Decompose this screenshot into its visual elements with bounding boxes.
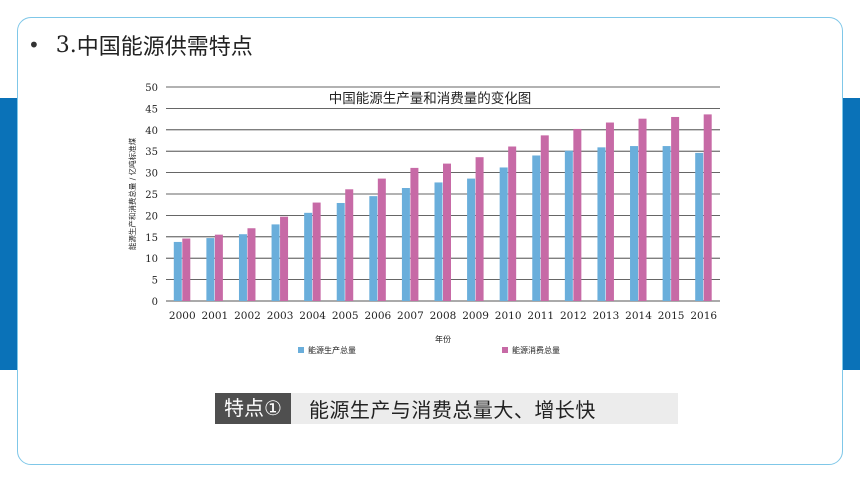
legend-swatch-consumption [502, 347, 508, 353]
chart-title-bg [285, 88, 575, 107]
bar-consumption [475, 157, 484, 301]
bar-consumption [345, 189, 354, 301]
bar-consumption [377, 178, 386, 301]
x-tick-label: 2002 [234, 310, 261, 322]
bar-consumption [605, 122, 614, 301]
y-tick-label: 45 [145, 104, 158, 115]
bullet-icon: • [28, 33, 40, 57]
bar-consumption [410, 167, 419, 301]
heading-number: 3. [55, 32, 77, 58]
bar-consumption [671, 116, 680, 302]
x-tick-label: 2003 [267, 310, 294, 322]
energy-bar-chart: 0 5 10 15 20 25 30 35 40 45 50 2000 2001 2002 2003 2004… [127, 83, 720, 355]
y-tick-label: 25 [145, 190, 158, 201]
bar-production [238, 234, 247, 301]
bar-consumption [573, 128, 582, 301]
bar-consumption [214, 234, 223, 301]
bar-production [336, 202, 345, 301]
bar-consumption [182, 238, 191, 301]
bar-production [401, 188, 410, 301]
x-tick-label: 2015 [658, 310, 685, 322]
bar-production [597, 147, 606, 301]
feature-tag: 特点① [215, 393, 291, 424]
x-tick-label: 2006 [364, 310, 391, 322]
bar-consumption [540, 135, 549, 301]
bar-consumption [508, 146, 517, 301]
bar-production [564, 150, 573, 301]
x-tick-label: 2000 [169, 310, 196, 322]
legend-swatch-production [298, 347, 304, 353]
bar-consumption [312, 202, 321, 301]
left-accent-band [0, 98, 18, 370]
bar-production [304, 212, 313, 301]
y-tick-label: 10 [145, 254, 158, 265]
bar-production [695, 152, 704, 301]
bar-consumption [703, 114, 712, 301]
y-tick-label: 15 [145, 233, 158, 244]
bar-consumption [443, 163, 451, 301]
x-tick-label: 2013 [593, 310, 620, 322]
y-tick-label: 40 [145, 126, 158, 137]
x-tick-label: 2001 [202, 310, 229, 322]
x-axis-label: 年份 [435, 334, 451, 344]
bar-consumption [247, 228, 256, 301]
bar-production [532, 155, 541, 301]
section-heading: • 3. 中国能源供需特点 [28, 30, 253, 61]
y-tick-label: 30 [145, 169, 158, 180]
x-tick-label: 2008 [430, 310, 457, 322]
bar-production [206, 238, 215, 301]
y-tick-label: 35 [145, 147, 158, 158]
x-tick-label: 2005 [332, 310, 359, 322]
y-tick-label: 50 [145, 83, 158, 94]
x-tick-label: 2004 [299, 310, 326, 322]
bar-production [271, 224, 280, 301]
x-tick-label: 2007 [397, 310, 424, 322]
chart-title: 中国能源生产量和消费量的变化图 [329, 91, 532, 107]
bar-production [467, 178, 476, 301]
bar-production [173, 241, 182, 301]
x-tick-label: 2016 [690, 310, 717, 322]
bar-consumption [638, 118, 647, 301]
bar-production [630, 146, 639, 301]
feature-banner: 特点① 能源生产与消费总量大、增长快 [215, 393, 678, 424]
bar-production [369, 196, 378, 301]
right-accent-band [842, 98, 860, 370]
x-tick-label: 2010 [495, 310, 522, 322]
x-tick-label: 2009 [462, 310, 489, 322]
bar-consumption [280, 216, 289, 301]
y-tick-label: 0 [152, 297, 158, 308]
bar-production [434, 182, 443, 301]
y-tick-label: 5 [152, 276, 158, 287]
x-tick-label: 2014 [625, 310, 652, 322]
bar-production [662, 146, 671, 301]
x-tick-label: 2011 [527, 310, 554, 322]
y-axis-label: 能源生产和消费总量 / 亿吨标准煤 [127, 137, 137, 250]
y-tick-label: 20 [145, 211, 158, 222]
x-tick-label: 2012 [560, 310, 587, 322]
bar-production [499, 167, 508, 301]
legend-label: 能源消费总量 [512, 345, 560, 355]
feature-text: 能源生产与消费总量大、增长快 [308, 398, 596, 422]
heading-text: 中国能源供需特点 [76, 35, 253, 60]
legend-label: 能源生产总量 [308, 345, 356, 355]
